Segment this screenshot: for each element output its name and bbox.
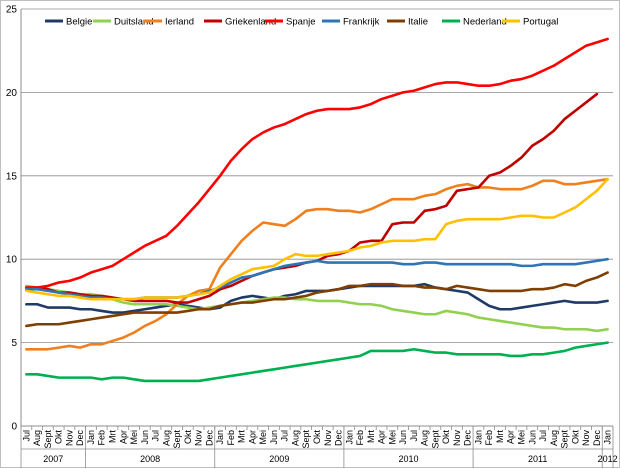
- x-tick-label: Mrt: [107, 430, 117, 443]
- x-tick-label: Nov: [194, 430, 204, 447]
- x-tick-label: Aug: [549, 430, 559, 446]
- x-tick-label: Dec: [463, 430, 473, 447]
- y-tick-label: 20: [6, 88, 18, 99]
- x-tick-label: Jun: [398, 430, 408, 445]
- year-label: 2007: [43, 454, 63, 464]
- legend-label: Italie: [408, 17, 428, 28]
- series-line-belgie: [25, 282, 609, 314]
- x-tick-label: Okt: [54, 430, 64, 445]
- x-tick-label: Jan: [344, 430, 354, 445]
- x-tick-label: Nov: [64, 430, 74, 447]
- x-tick-label: Dec: [75, 430, 85, 447]
- x-tick-label: Jun: [527, 430, 537, 445]
- x-tick-label: Mei: [129, 430, 139, 445]
- x-tick-label: Aug: [32, 430, 42, 446]
- series-lines: [25, 37, 609, 383]
- x-tick-label: Nov: [323, 430, 333, 447]
- x-tick-label: Mei: [387, 430, 397, 445]
- year-label: 2011: [528, 454, 547, 464]
- x-tick-label: Dec: [204, 430, 214, 447]
- series-line-portugal: [25, 177, 609, 301]
- x-tick-label: Jul: [21, 430, 31, 442]
- year-label: 2008: [140, 454, 160, 464]
- x-tick-label: Aug: [420, 430, 430, 446]
- x-tick-label: Sept: [430, 430, 440, 449]
- legend-label: Frankrijk: [343, 17, 380, 28]
- x-tick-label: Sept: [172, 430, 182, 449]
- x-tick-label: Dec: [592, 430, 602, 447]
- x-tick-label: Apr: [506, 430, 516, 444]
- x-tick-label: Apr: [377, 430, 387, 444]
- year-label: 2009: [269, 454, 289, 464]
- x-tick-label: Jul: [280, 430, 290, 442]
- x-tick-label: Jul: [538, 430, 548, 442]
- x-tick-label: Jun: [269, 430, 279, 445]
- series-line-duitsland: [25, 284, 609, 333]
- x-tick-label: Feb: [484, 430, 494, 446]
- y-tick-label: 15: [6, 171, 18, 182]
- y-tick-label: 25: [6, 5, 18, 16]
- year-label: 2010: [398, 454, 418, 464]
- x-tick-label: Nov: [452, 430, 462, 447]
- x-tick-label: Sept: [560, 430, 570, 449]
- x-tick-label: Nov: [581, 430, 591, 447]
- gridlines: [21, 8, 613, 344]
- x-tick-label: Aug: [290, 430, 300, 446]
- x-tick-label: Mrt: [495, 430, 505, 443]
- x-tick-label: Feb: [355, 430, 365, 446]
- series-line-italie: [25, 271, 609, 328]
- x-tick-label: Jul: [409, 430, 419, 442]
- x-tick-label: Okt: [441, 430, 451, 445]
- y-tick-label: 0: [11, 422, 17, 433]
- x-tick-label: Jan: [215, 430, 225, 445]
- x-tick-label: Okt: [312, 430, 322, 445]
- x-tick-label: Mei: [258, 430, 268, 445]
- x-tick-label: Jun: [140, 430, 150, 445]
- series-line-griekenland: [25, 92, 599, 304]
- x-tick-label: Okt: [183, 430, 193, 445]
- x-tick-label: Sept: [301, 430, 311, 449]
- x-tick-label: Mrt: [237, 430, 247, 443]
- y-tick-label: 5: [11, 338, 17, 349]
- series-line-ierland: [25, 177, 609, 351]
- x-tick-label: Apr: [247, 430, 257, 444]
- x-tick-label: Mrt: [366, 430, 376, 443]
- legend-label: Portugal: [523, 17, 558, 28]
- x-tick-label: Jan: [603, 430, 613, 445]
- series-line-spanje: [25, 37, 609, 289]
- x-tick-label: Aug: [161, 430, 171, 446]
- x-tick-label: Dec: [334, 430, 344, 447]
- legend-label: Nederland: [463, 17, 507, 28]
- series-line-nederland: [25, 341, 609, 383]
- x-tick-label: Jan: [86, 430, 96, 445]
- x-tick-label: Feb: [226, 430, 236, 446]
- x-tick-label: Jan: [473, 430, 483, 445]
- legend-label: Duitsland: [114, 17, 154, 28]
- x-tick-label: Mei: [517, 430, 527, 445]
- x-tick-label: Apr: [118, 430, 128, 444]
- x-tick-label: Jul: [151, 430, 161, 442]
- legend-label: Ierland: [165, 17, 194, 28]
- legend-label: Spanje: [286, 17, 316, 28]
- x-tick-label: Okt: [570, 430, 580, 445]
- y-tick-label: 10: [6, 255, 18, 266]
- legend: Belgie Duitsland Ierland Griekenland Spanje F…: [45, 17, 558, 28]
- legend-label: Griekenland: [225, 17, 276, 28]
- year-label: 2012: [598, 454, 618, 464]
- x-tick-label: Sept: [43, 430, 53, 449]
- x-tick-label: Feb: [97, 430, 107, 446]
- legend-label: Belgie: [66, 17, 92, 28]
